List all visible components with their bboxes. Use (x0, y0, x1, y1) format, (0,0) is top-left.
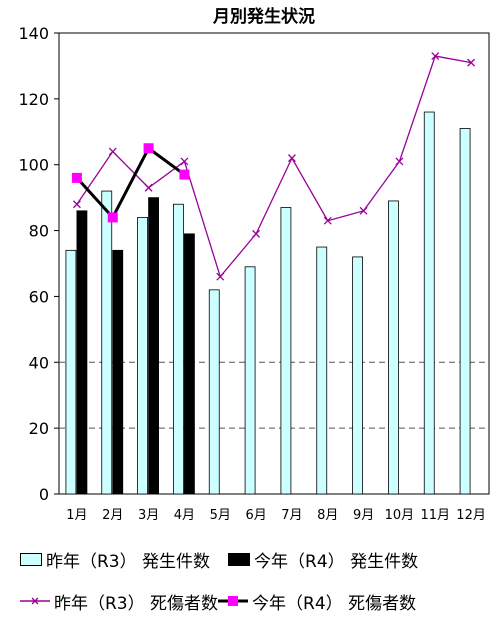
bar (352, 256, 363, 495)
y-tick-label-0: 0 (39, 485, 49, 504)
x-tick-label: 10月 (385, 508, 415, 523)
chart: 月別発生状況 0 20 40 60 80 100 120 140 1月 2月 3月 4月 5月 6月 7月 8月… (18, 6, 490, 523)
bar (244, 266, 256, 495)
bar (459, 128, 471, 495)
point-marker (359, 206, 368, 215)
x-tick-label: 11月 (420, 508, 450, 523)
legend-item-r3-cases: 昨年（R3） 発生件数 (20, 547, 210, 572)
x-tick-label: 6月 (245, 508, 266, 523)
legend-label-r3-casualties: 昨年（R3） 死傷者数 (54, 593, 219, 614)
point-marker (71, 172, 82, 183)
y-tick-label-80: 80 (29, 222, 49, 241)
bar (112, 249, 124, 495)
legend-item-r4-casualties: 今年（R4） 死傷者数 (218, 589, 416, 614)
legend-row-cases: 昨年（R3） 発生件数 今年（R4） 発生件数 (20, 544, 418, 574)
y-tick-label-120: 120 (18, 90, 49, 109)
x-tick-label: 1月 (66, 508, 87, 523)
chart-svg: 月別発生状況 0 20 40 60 80 100 120 140 1月 2月 3月 4月 5月 6月 7月 8月… (18, 6, 490, 523)
plot-frame (58, 32, 490, 495)
x-tick-label: 7月 (281, 508, 302, 523)
point-marker (252, 229, 261, 238)
bar (423, 111, 435, 495)
y-tick-label-100: 100 (18, 156, 49, 175)
bar (316, 246, 328, 495)
legend-label-r4-cases: 今年（R4） 発生件数 (254, 551, 419, 572)
legend-swatch-r3-casualties (20, 597, 50, 605)
legend-item-r3-casualties: 昨年（R3） 死傷者数 (20, 589, 218, 614)
point-marker (323, 216, 332, 225)
chart-title: 月別発生状況 (212, 6, 315, 27)
x-tick-label: 4月 (174, 508, 195, 523)
x-tick-label: 2月 (102, 508, 123, 523)
point-marker (107, 212, 118, 223)
x-tick-label: 8月 (317, 508, 338, 523)
legend-label-r3-cases: 昨年（R3） 発生件数 (46, 551, 211, 572)
bar (388, 200, 399, 495)
bar (184, 233, 195, 495)
point-marker (179, 169, 190, 180)
point-marker (287, 154, 296, 163)
point-marker (467, 58, 476, 67)
point-marker (395, 157, 404, 166)
series-line-0 (76, 55, 472, 279)
y-tick-label-60: 60 (29, 287, 49, 306)
point-marker (108, 147, 117, 156)
series-line-1 (75, 146, 186, 221)
bar (173, 203, 184, 495)
point-marker (431, 52, 440, 61)
bar (137, 216, 148, 495)
point-marker (143, 143, 154, 154)
point-marker (144, 183, 153, 192)
x-tick-label: 9月 (353, 508, 374, 523)
y-tick-label-40: 40 (29, 353, 49, 372)
y-tick-label-140: 140 (18, 24, 49, 43)
point-marker (216, 272, 225, 281)
bar (65, 249, 77, 495)
bar (148, 197, 159, 495)
y-tick-label-20: 20 (29, 419, 49, 438)
x-tick-label: 12月 (456, 508, 486, 523)
bar (280, 207, 292, 495)
legend-label-r4-casualties: 今年（R4） 死傷者数 (252, 593, 417, 614)
bar (101, 190, 113, 495)
bar (208, 289, 220, 495)
legend-swatch-r4-casualties (218, 596, 249, 606)
legend: 昨年（R3） 発生件数 今年（R4） 発生件数 昨年（R3） 死傷者数 今年（R… (0, 530, 491, 619)
x-tick-label: 5月 (210, 508, 231, 523)
point-marker (180, 157, 189, 166)
x-tick-label: 3月 (138, 508, 159, 523)
bar (76, 210, 88, 495)
legend-row-casualties: 昨年（R3） 死傷者数 今年（R4） 死傷者数 (20, 586, 416, 616)
legend-swatch-r3-cases (20, 552, 42, 566)
legend-item-r4-cases: 今年（R4） 発生件数 (228, 547, 418, 572)
legend-swatch-r4-cases (228, 552, 251, 566)
point-marker (72, 200, 81, 209)
